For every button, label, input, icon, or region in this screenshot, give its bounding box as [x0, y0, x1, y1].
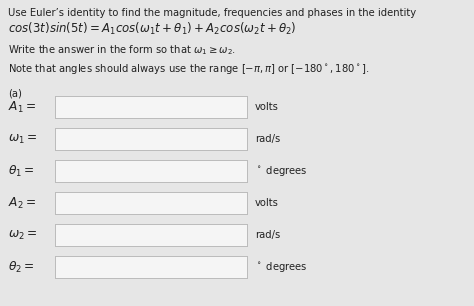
Text: volts: volts [255, 102, 279, 112]
Text: $\theta_1 =$: $\theta_1 =$ [8, 163, 35, 178]
Text: $A_2 =$: $A_2 =$ [8, 196, 36, 211]
Text: Use Euler’s identity to find the magnitude, frequencies and phases in the identi: Use Euler’s identity to find the magnitu… [8, 8, 416, 18]
Text: rad/s: rad/s [255, 230, 280, 240]
Text: $\theta_2 =$: $\theta_2 =$ [8, 259, 35, 274]
Text: Note that angles should always use the range $[-\pi, \pi]$ or $[-180^\circ, 180^: Note that angles should always use the r… [8, 62, 370, 76]
Text: Write the answer in the form so that $\omega_1 \geq \omega_2$.: Write the answer in the form so that $\o… [8, 43, 236, 57]
Text: (a): (a) [8, 88, 22, 98]
Text: rad/s: rad/s [255, 134, 280, 144]
Text: $\omega_2 =$: $\omega_2 =$ [8, 229, 37, 241]
Text: $\omega_1 =$: $\omega_1 =$ [8, 132, 37, 146]
Text: $A_1=$: $A_1=$ [8, 99, 36, 114]
Text: $^\circ$ degrees: $^\circ$ degrees [255, 164, 308, 178]
Text: $^\circ$ degrees: $^\circ$ degrees [255, 260, 308, 274]
Text: volts: volts [255, 198, 279, 208]
Text: $cos(3t)sin(5t) = A_1cos(\omega_1 t + \theta_1) + A_2cos(\omega_2 t + \theta_2)$: $cos(3t)sin(5t) = A_1cos(\omega_1 t + \t… [8, 21, 297, 37]
